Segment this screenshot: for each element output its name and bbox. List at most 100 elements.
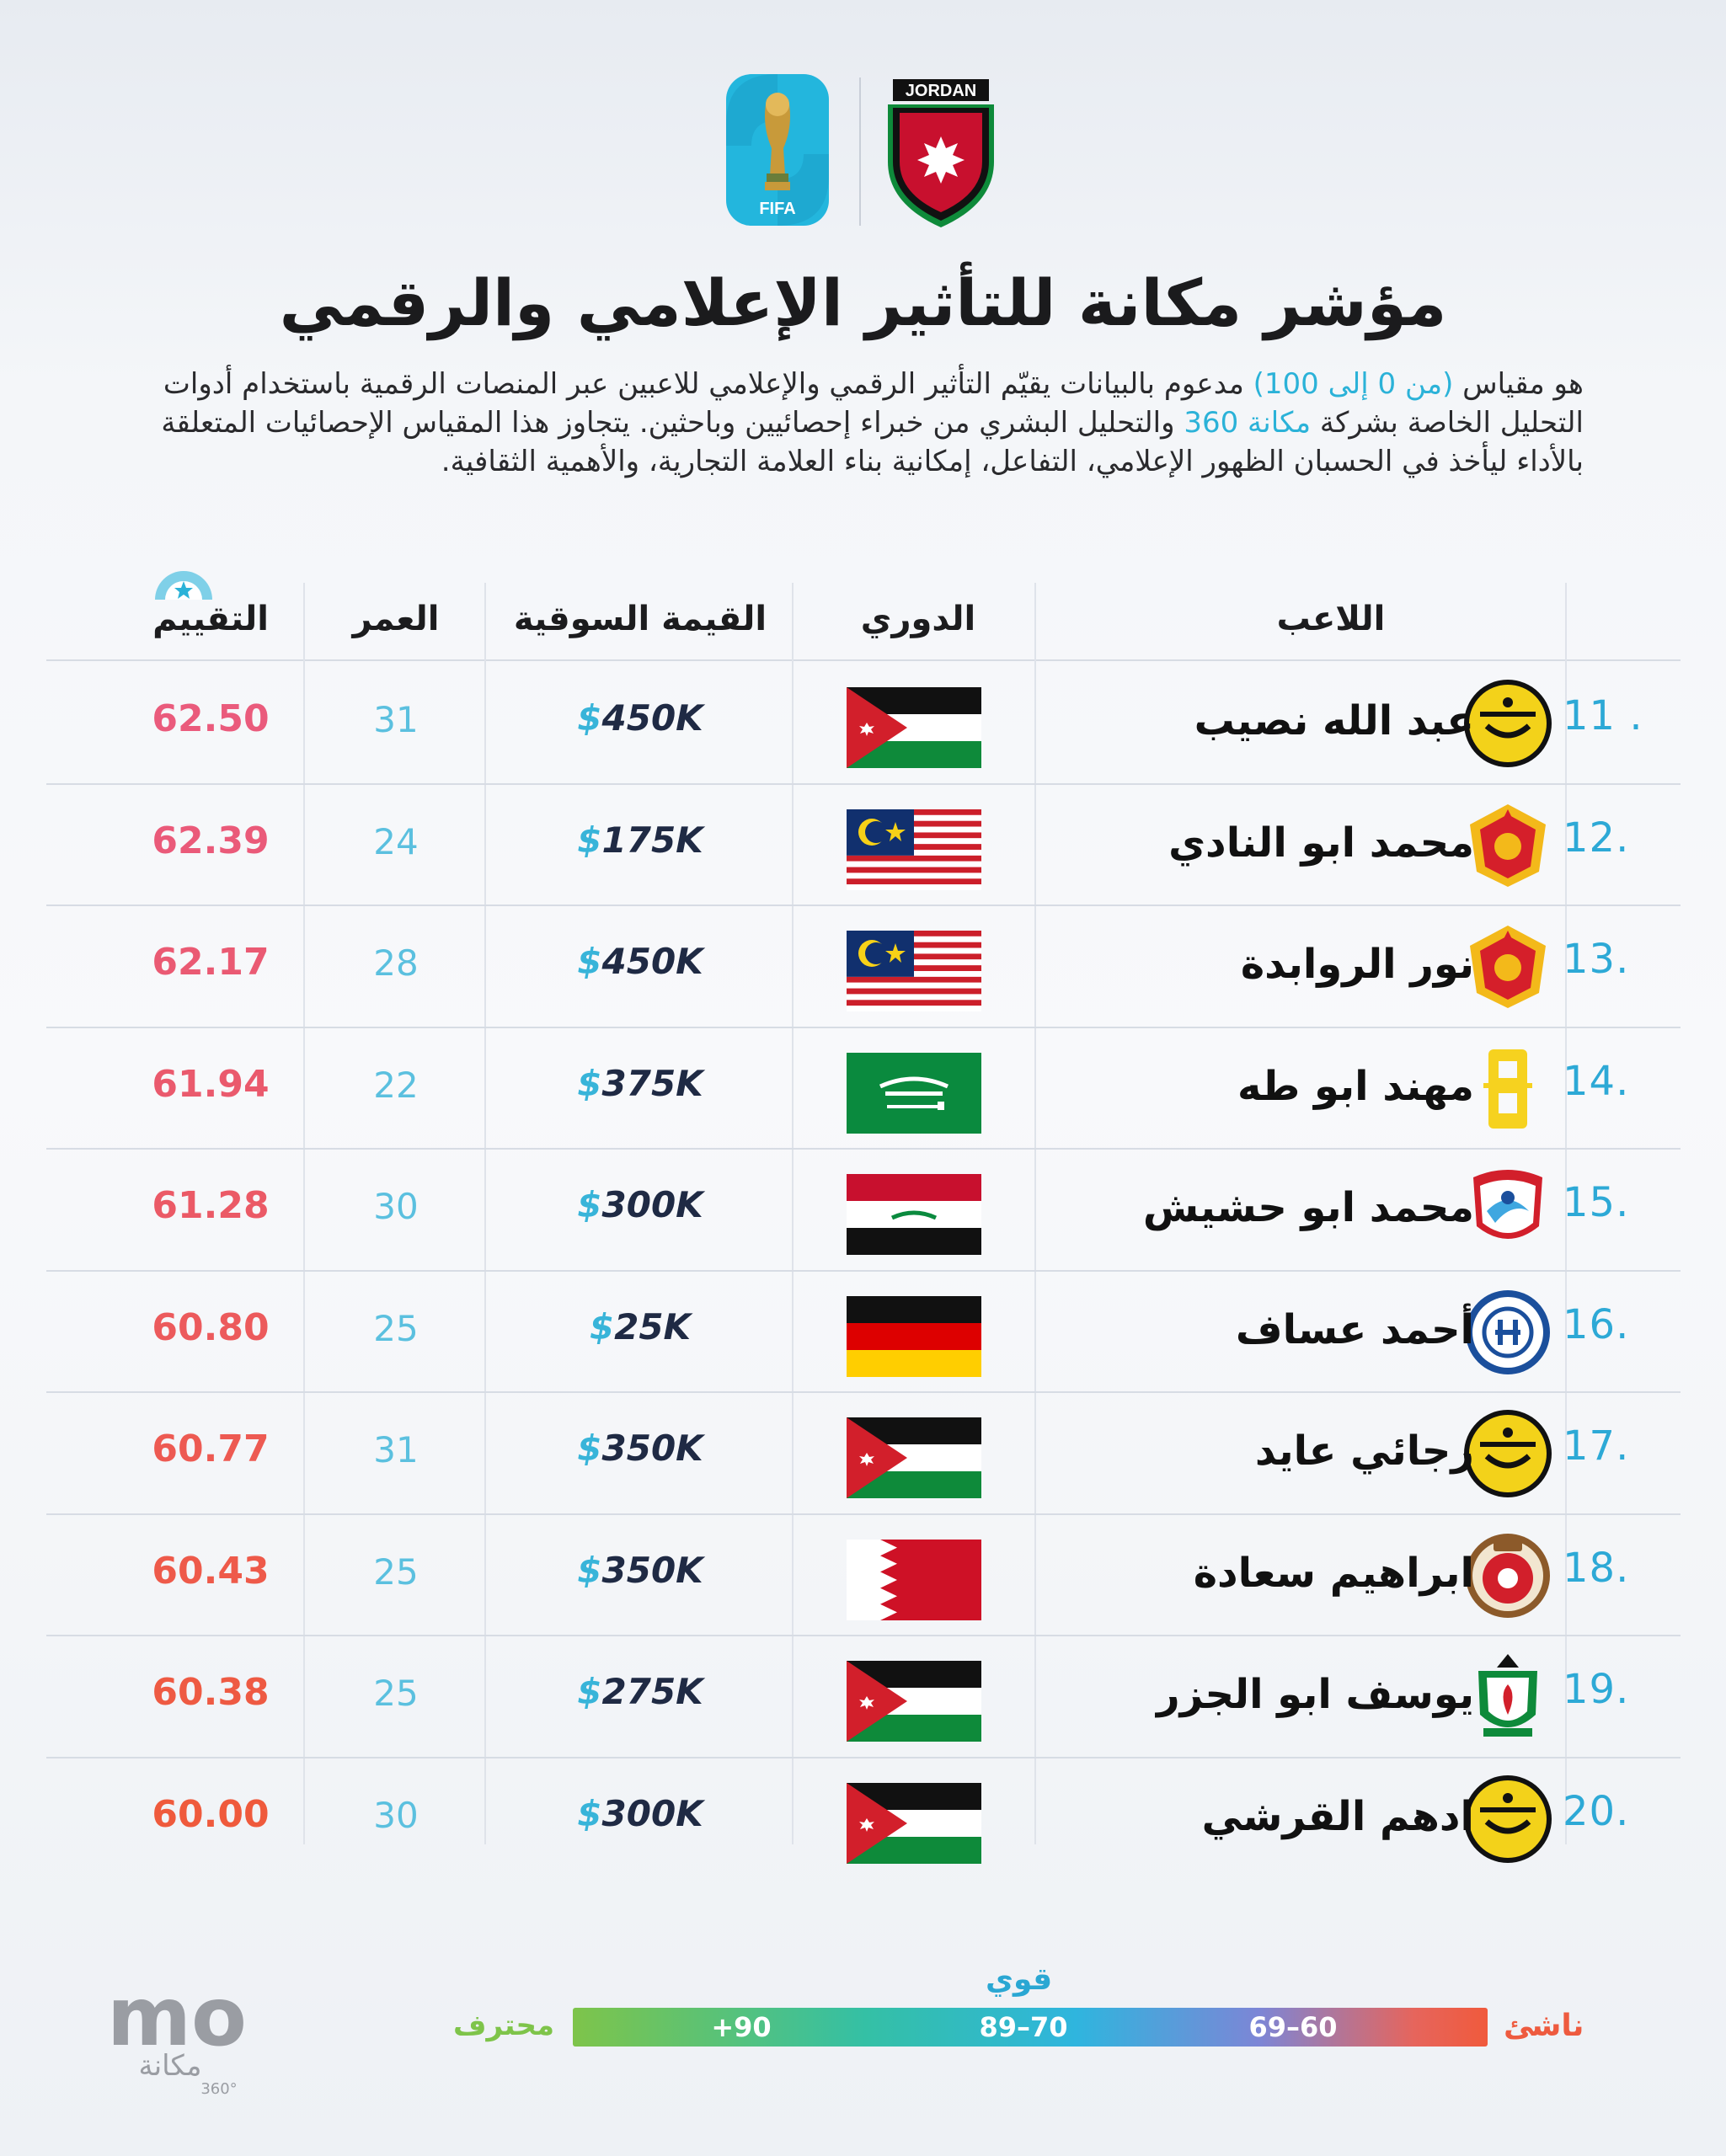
- malaysia-flag-icon: [847, 808, 981, 890]
- currency-symbol: $: [577, 1184, 602, 1225]
- table-divider: [46, 659, 1681, 661]
- market-value: $450K: [489, 941, 792, 982]
- row-divider: [46, 782, 1681, 785]
- header-market-value: القيمة السوقية: [513, 600, 767, 638]
- zakho-club-crest-icon: [1461, 1164, 1554, 1257]
- intro-highlight-brand: مكانة 360: [1184, 406, 1312, 440]
- currency-symbol: $: [589, 1305, 615, 1348]
- fifa-world-cup-2026-logo: FIFA: [726, 74, 829, 226]
- yellow-club-crest-icon: [1461, 1407, 1554, 1500]
- market-value: $350K: [489, 1550, 792, 1591]
- player-age: 30: [373, 1186, 419, 1227]
- legend-segment-low: 69–60: [1248, 2011, 1338, 2043]
- rating-value: 62.17: [152, 941, 270, 984]
- blue-club-crest-icon: [1461, 1286, 1554, 1379]
- rank-number: 11 .: [1563, 692, 1643, 739]
- currency-symbol: $: [577, 1671, 602, 1712]
- intro-paragraph: هو مقياس (من 0 إلى 100) مدعوم بالبيانات …: [143, 365, 1584, 481]
- svg-text:mo: mo: [107, 1971, 247, 2064]
- yellow-monogram-crest-icon: [1461, 1043, 1554, 1135]
- market-value-amount: 175K: [601, 819, 703, 861]
- player-name: ابراهيم سعادة: [1193, 1549, 1474, 1597]
- player-age: 25: [373, 1673, 419, 1714]
- yellow-club-crest-icon: [1461, 1773, 1554, 1865]
- header-player: اللاعب: [1276, 600, 1386, 638]
- market-value-amount: 25K: [614, 1305, 692, 1348]
- rank-number: 13.: [1563, 936, 1630, 983]
- jordan-flag-icon: [847, 1661, 981, 1742]
- row-divider: [46, 1513, 1681, 1515]
- star-icon: [917, 136, 965, 184]
- currency-symbol: $: [577, 819, 602, 861]
- market-value: $350K: [489, 1428, 792, 1469]
- row-divider: [46, 1026, 1681, 1028]
- makana-360-logo: mo مكانة 360°: [107, 1971, 247, 2097]
- rating-value: 60.00: [152, 1792, 270, 1836]
- legend-gradient-bar: [573, 2008, 1488, 2047]
- header-rating: التقييم: [152, 600, 269, 638]
- currency-symbol: $: [577, 1428, 602, 1469]
- rank-number: 14.: [1563, 1057, 1630, 1105]
- player-age: 31: [373, 699, 419, 740]
- bahrain-flag-icon: [847, 1539, 981, 1620]
- red-round-club-crest-icon: [1461, 1529, 1554, 1622]
- malaysia-flag-icon: [847, 931, 981, 1011]
- market-value: $275K: [489, 1671, 792, 1712]
- market-value: $25K: [489, 1306, 792, 1348]
- market-value: $300K: [489, 1793, 792, 1834]
- player-age: 22: [373, 1064, 419, 1106]
- rank-number: 17.: [1563, 1422, 1630, 1470]
- table-row: 19. يوسف ابو الجزر $275K 25 60.38: [46, 1636, 1681, 1758]
- rating-value: 61.94: [152, 1062, 270, 1106]
- row-divider: [46, 1391, 1681, 1393]
- rating-value: 60.80: [152, 1305, 270, 1349]
- table-row: 13. نور الروابدة $450K 28 62.17: [46, 905, 1681, 1027]
- green-red-shield-crest-icon: [1461, 1651, 1554, 1743]
- player-age: 31: [373, 1429, 419, 1470]
- iraq-flag-icon: [847, 1174, 981, 1255]
- table-row: 11 . عبد الله نصيب $450K 31 62.50: [46, 662, 1681, 784]
- rating-value: 61.28: [152, 1184, 270, 1227]
- legend-segment-high: +90: [711, 2011, 772, 2043]
- table-row: 20. ادهم القرشي $300K 30 60.00: [46, 1758, 1681, 1880]
- market-value-amount: 350K: [601, 1549, 703, 1591]
- market-value-amount: 275K: [601, 1671, 703, 1712]
- intro-text-part: هو مقياس: [1453, 367, 1584, 401]
- row-divider: [46, 905, 1681, 906]
- market-value-amount: 450K: [601, 697, 703, 739]
- header-age: العمر: [352, 600, 440, 638]
- rating-value: 62.39: [152, 819, 270, 862]
- market-value-amount: 375K: [601, 1062, 703, 1104]
- currency-symbol: $: [577, 697, 602, 739]
- currency-symbol: $: [577, 941, 602, 982]
- jordan-flag-icon: [847, 687, 981, 768]
- svg-text:JORDAN: JORDAN: [906, 82, 976, 100]
- legend-pro-label: محترف: [453, 2009, 555, 2042]
- legend-novice-label: ناشئ: [1504, 2009, 1584, 2043]
- row-divider: [46, 1269, 1681, 1272]
- player-age: 30: [373, 1794, 419, 1836]
- table-row: 15. محمد ابو حشيش $300K 30 61.28: [46, 1149, 1681, 1271]
- jordan-flag-icon: [847, 1417, 981, 1498]
- market-value: $175K: [489, 819, 792, 861]
- market-value: $450K: [489, 697, 792, 739]
- currency-symbol: $: [577, 1062, 602, 1104]
- market-value-amount: 300K: [601, 1184, 703, 1225]
- player-name: مهند ابو طه: [1237, 1062, 1474, 1110]
- rating-value: 60.43: [152, 1549, 270, 1593]
- rank-number: 18.: [1563, 1544, 1630, 1592]
- rating-value: 62.50: [152, 697, 270, 740]
- rating-value: 60.38: [152, 1671, 270, 1714]
- table-row: 18. ابراهيم سعادة $350K 25 60.43: [46, 1514, 1681, 1636]
- column-divider: [303, 583, 305, 1844]
- player-name: رجائي عايد: [1254, 1428, 1474, 1475]
- player-age: 25: [373, 1307, 419, 1349]
- rank-number: 20.: [1563, 1787, 1630, 1835]
- svg-text:FIFA: FIFA: [759, 200, 795, 218]
- rank-number: 19.: [1563, 1666, 1630, 1713]
- column-divider: [792, 583, 794, 1844]
- player-name: محمد ابو حشيش: [1142, 1184, 1474, 1231]
- rating-gauge-icon: [155, 571, 212, 600]
- table-row: 16. أحمد عساف $25K 25 60.80: [46, 1271, 1681, 1393]
- rank-number: 12.: [1563, 814, 1630, 862]
